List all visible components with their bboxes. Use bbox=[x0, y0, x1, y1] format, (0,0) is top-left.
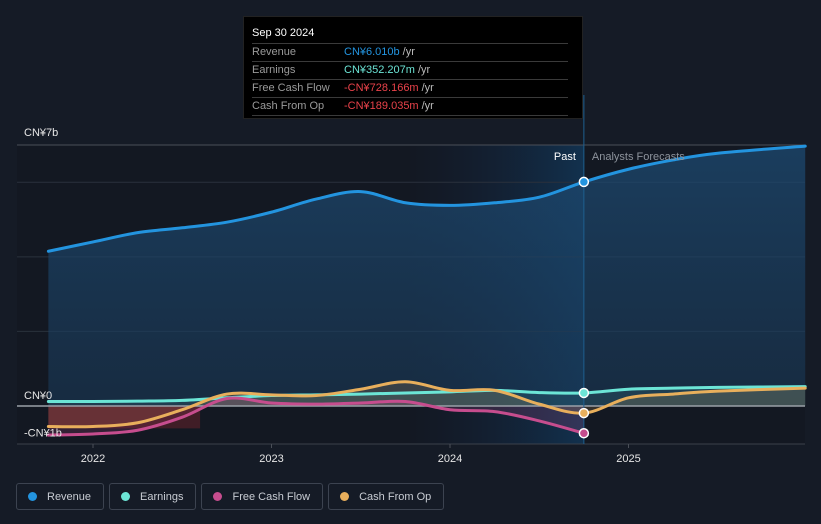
tooltip-label: Revenue bbox=[252, 46, 297, 58]
forecast-label: Analysts Forecasts bbox=[592, 151, 685, 163]
revenue-line bbox=[46, 144, 807, 253]
tooltip-unit: /yr bbox=[402, 46, 415, 58]
free-cash-flow-dot-icon bbox=[213, 492, 223, 501]
x-tick-label: 2025 bbox=[616, 453, 640, 465]
y-tick-label: -CN¥1b bbox=[24, 427, 62, 439]
earnings-line bbox=[46, 385, 807, 404]
tooltip-label: Free Cash Flow bbox=[252, 82, 330, 94]
tooltip-date: Sep 30 2024 bbox=[252, 27, 315, 39]
tooltip: Sep 30 2024 Revenue CN¥6.010b /yr Earnin… bbox=[243, 16, 583, 119]
legend-item-earnings[interactable]: Earnings bbox=[109, 483, 197, 510]
tooltip-label: Cash From Op bbox=[252, 100, 325, 112]
legend-item-cash-from-op[interactable]: Cash From Op bbox=[328, 483, 445, 510]
tooltip-unit: /yr bbox=[421, 100, 434, 112]
tooltip-value: CN¥352.207m bbox=[344, 64, 415, 76]
free-cash-flow-marker bbox=[578, 427, 590, 439]
past-label: Past bbox=[554, 151, 576, 163]
legend-label: Earnings bbox=[140, 490, 184, 503]
legend-label: Cash From Op bbox=[359, 490, 432, 503]
x-tick-label: 2024 bbox=[438, 453, 462, 465]
cash-from-op-line bbox=[46, 380, 807, 429]
tooltip-row-free-cash-flow: Free Cash Flow -CN¥728.166m /yr bbox=[252, 79, 568, 97]
legend-label: Revenue bbox=[47, 490, 92, 503]
legend: Revenue Earnings Free Cash Flow Cash Fro… bbox=[16, 483, 445, 510]
tooltip-label: Earnings bbox=[252, 64, 296, 76]
x-tick-label: 2023 bbox=[259, 453, 283, 465]
tooltip-row-cash-from-op: Cash From Op -CN¥189.035m /yr bbox=[252, 97, 568, 116]
earnings-marker bbox=[578, 387, 590, 399]
earnings-dot-icon bbox=[121, 492, 131, 501]
revenue-dot-icon bbox=[28, 492, 37, 501]
x-tick-label: 2022 bbox=[81, 453, 105, 465]
free-cash-flow-line bbox=[46, 396, 586, 437]
tooltip-unit: /yr bbox=[417, 64, 431, 76]
y-tick-label: CN¥7b bbox=[24, 127, 58, 139]
revenue-area bbox=[48, 146, 806, 406]
y-tick-label: CN¥0 bbox=[24, 390, 52, 402]
legend-item-revenue[interactable]: Revenue bbox=[16, 483, 105, 510]
cash-from-op-dot-icon bbox=[340, 492, 350, 501]
tooltip-value: -CN¥189.035m bbox=[344, 100, 419, 112]
legend-label: Free Cash Flow bbox=[232, 490, 311, 503]
tooltip-unit: /yr bbox=[421, 82, 434, 94]
tooltip-row-earnings: Earnings CN¥352.207m /yr bbox=[252, 61, 568, 79]
tooltip-value: CN¥6.010b bbox=[344, 46, 400, 58]
free-cash-flow-area bbox=[48, 397, 584, 436]
legend-item-free-cash-flow[interactable]: Free Cash Flow bbox=[201, 483, 324, 510]
cash-from-op-marker bbox=[578, 407, 590, 419]
tooltip-row-revenue: Revenue CN¥6.010b /yr bbox=[252, 43, 568, 61]
tooltip-value: -CN¥728.166m bbox=[344, 82, 419, 94]
revenue-marker bbox=[578, 176, 590, 188]
